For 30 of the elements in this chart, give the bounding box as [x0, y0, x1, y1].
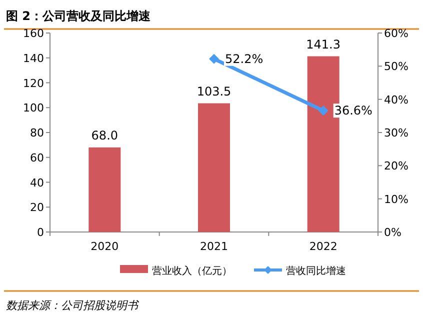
- y-tick-label: 0: [37, 226, 44, 239]
- bar: [198, 103, 230, 232]
- data-label: 36.6%: [334, 104, 372, 118]
- source-note: 数据来源：公司招股说明书: [6, 299, 140, 312]
- y-tick-label: 40: [30, 176, 44, 190]
- y-tick-label: 80: [30, 126, 44, 140]
- y-tick-label: 160: [23, 27, 44, 40]
- chart-title: 图 2：公司营收及同比增速: [6, 9, 152, 23]
- data-label: 52.2%: [225, 52, 264, 66]
- legend-label: 营业收入（亿元）: [152, 265, 232, 277]
- data-label: 103.5: [196, 84, 232, 98]
- y2-tick-label: 20%: [384, 160, 408, 173]
- y-tick-label: 120: [23, 76, 44, 90]
- data-label: 68.0: [91, 128, 118, 142]
- y2-tick-label: 40%: [384, 93, 408, 106]
- data-label: 141.3: [306, 37, 341, 52]
- bar: [88, 147, 121, 232]
- y-tick-label: 60: [30, 151, 44, 164]
- y-tick-label: 100: [23, 102, 44, 115]
- x-tick-label: 2020: [90, 240, 119, 253]
- y2-tick-label: 30%: [384, 126, 408, 140]
- y-tick-label: 20: [30, 201, 44, 214]
- legend-label: 营收同比增速: [286, 265, 346, 277]
- x-tick-label: 2021: [200, 240, 228, 253]
- y2-tick-label: 60%: [384, 27, 408, 40]
- y2-tick-label: 50%: [384, 60, 408, 74]
- y-tick-label: 140: [23, 52, 44, 65]
- y2-tick-label: 0%: [384, 226, 402, 239]
- y2-tick-label: 10%: [384, 192, 408, 206]
- x-tick-label: 2022: [309, 240, 338, 253]
